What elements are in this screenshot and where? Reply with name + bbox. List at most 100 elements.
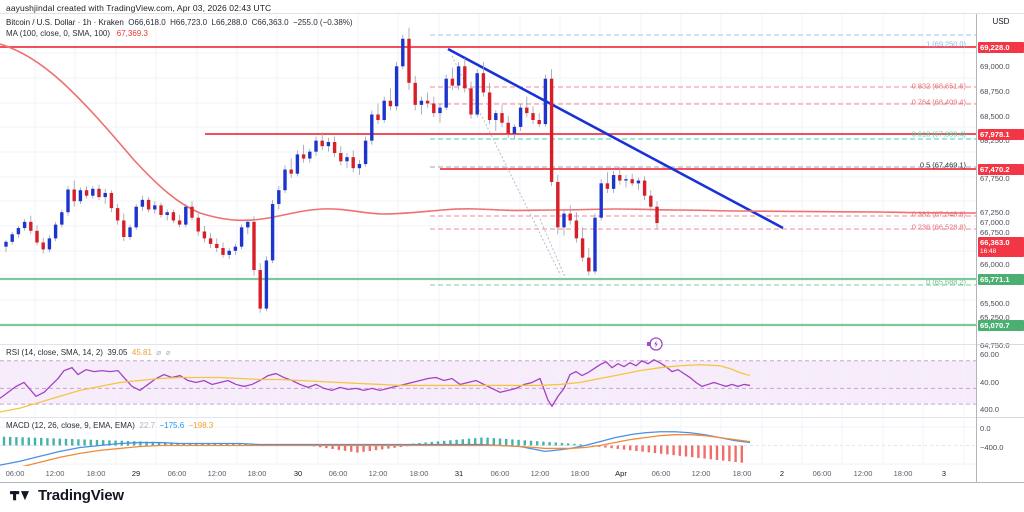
- time-axis-tick: 30: [293, 469, 303, 478]
- price-axis-tick: 68,750.0: [980, 87, 1010, 96]
- price-axis-currency: USD: [992, 17, 1010, 26]
- macd-histogram-bar: [443, 440, 446, 446]
- candle-body: [438, 107, 442, 114]
- time-axis-tick: 18:00: [732, 469, 752, 478]
- candle-body: [221, 248, 225, 255]
- price-badge-time: 16:48: [980, 248, 997, 255]
- candle-body: [22, 221, 27, 229]
- macd-histogram-bar: [461, 439, 464, 446]
- time-axis-tick: 18:00: [570, 469, 590, 478]
- time-axis-tick: 06:00: [167, 469, 187, 478]
- macd-histogram-bar: [40, 437, 43, 446]
- earnings-event-marker[interactable]: [645, 336, 663, 357]
- time-axis-tick: 31: [454, 469, 464, 478]
- macd-histogram-bar: [145, 441, 148, 446]
- price-badge-resistance-mid[interactable]: 67,978.1: [978, 129, 1024, 140]
- macd-histogram-bar: [374, 445, 378, 451]
- time-axis-tick: 12:00: [45, 469, 65, 478]
- price-axis[interactable]: USD 69,000.0 68,750.0 68,500.0 68,250.0 67,7…: [976, 14, 1024, 480]
- candle-body: [407, 38, 411, 83]
- candle-body: [562, 213, 566, 228]
- macd-histogram-bar: [170, 442, 173, 446]
- price-pane[interactable]: Bitcoin / U.S. Dollar · 1h · Kraken O66,…: [0, 14, 976, 343]
- macd-histogram-bar: [728, 445, 731, 462]
- macd-histogram-bar: [157, 442, 161, 446]
- macd-pane[interactable]: MACD (12, 26, close, 9, EMA, EMA) 22.7 −…: [0, 417, 976, 473]
- candle-body: [357, 164, 362, 169]
- time-axis-tick: Apr: [615, 469, 627, 478]
- macd-axis-tick: 400.0: [980, 405, 1000, 414]
- macd-histogram-bar: [337, 445, 340, 450]
- macd-histogram-bar: [691, 445, 694, 458]
- candle-body: [153, 205, 157, 210]
- time-axis-tick: 2: [779, 469, 785, 478]
- price-badge-resistance-high[interactable]: 69,228.0: [978, 42, 1024, 53]
- candle-body: [283, 169, 287, 191]
- candle-body: [41, 242, 45, 250]
- macd-histogram-bar: [486, 437, 489, 446]
- candle-body: [128, 227, 132, 238]
- candle-body: [363, 140, 368, 165]
- time-axis-tick: 12:00: [207, 469, 227, 478]
- candle-body: [264, 260, 269, 309]
- candle-body: [146, 199, 151, 210]
- price-badge-support-high[interactable]: 65,771.1: [978, 274, 1024, 285]
- candle-body: [332, 142, 337, 154]
- price-badge-resistance-low[interactable]: 67,470.2: [978, 164, 1024, 175]
- macd-histogram-bar: [21, 437, 24, 446]
- candle-body: [97, 188, 101, 198]
- time-axis-tick: 06:00: [328, 469, 348, 478]
- candle-body: [16, 228, 21, 235]
- macd-histogram-bar: [343, 445, 347, 451]
- price-axis-tick: 67,250.0: [980, 208, 1010, 217]
- rsi-pane-plot: [0, 359, 751, 413]
- candle-body: [618, 175, 622, 181]
- price-axis-tick: 64,750.0: [980, 341, 1010, 350]
- candle-body: [413, 82, 417, 105]
- macd-histogram-bar: [548, 442, 551, 446]
- candle-body: [308, 151, 312, 159]
- candle-body: [171, 212, 176, 221]
- macd-histogram-bar: [517, 439, 520, 446]
- macd-histogram-bar: [579, 444, 582, 446]
- candle-body: [134, 206, 138, 228]
- time-axis[interactable]: 06:00 12:00 18:00 29 06:00 12:00 18:00 30 06:00 1…: [0, 466, 1024, 483]
- macd-histogram-bar: [523, 440, 526, 446]
- candle-body: [568, 213, 572, 221]
- macd-histogram-bar: [672, 445, 675, 456]
- macd-histogram-bar: [238, 444, 241, 446]
- candle-body: [345, 157, 349, 162]
- macd-histogram-bar: [474, 438, 477, 446]
- time-axis-tick: 06:00: [490, 469, 510, 478]
- candle-body: [60, 212, 64, 225]
- macd-axis-tick: 0.0: [980, 424, 991, 433]
- candle-body: [109, 192, 114, 209]
- macd-histogram-bar: [232, 444, 235, 446]
- price-pane-plot: [0, 27, 976, 327]
- candle-body: [401, 38, 405, 67]
- candle-body: [624, 179, 628, 181]
- candle-body: [463, 66, 467, 89]
- macd-histogram-bar: [722, 445, 725, 461]
- macd-histogram-bar: [387, 445, 390, 449]
- price-badge-last-price[interactable]: 66,363.0 16:48: [978, 237, 1024, 257]
- price-axis-tick: 67,000.0: [980, 218, 1010, 227]
- candle-body: [537, 119, 541, 125]
- candle-body: [450, 78, 455, 86]
- candle-body: [208, 238, 213, 244]
- candle-body: [339, 153, 343, 162]
- price-axis-tick: 65,250.0: [980, 313, 1010, 322]
- candle-body: [580, 238, 585, 258]
- candle-body: [506, 122, 510, 134]
- candle-body: [35, 230, 39, 243]
- rsi-pane[interactable]: RSI (14, close, SMA, 14, 2) 39.05 45.81 …: [0, 344, 976, 416]
- price-badge-support-low[interactable]: 65,070.7: [978, 320, 1024, 331]
- macd-histogram-bar: [64, 438, 68, 446]
- macd-histogram-bar: [436, 441, 440, 446]
- macd-histogram-bar: [350, 445, 353, 452]
- candle-body: [10, 234, 14, 242]
- candle-body: [66, 189, 70, 213]
- candle-body: [419, 100, 424, 105]
- candle-body: [370, 114, 374, 141]
- macd-histogram-bar: [89, 439, 92, 446]
